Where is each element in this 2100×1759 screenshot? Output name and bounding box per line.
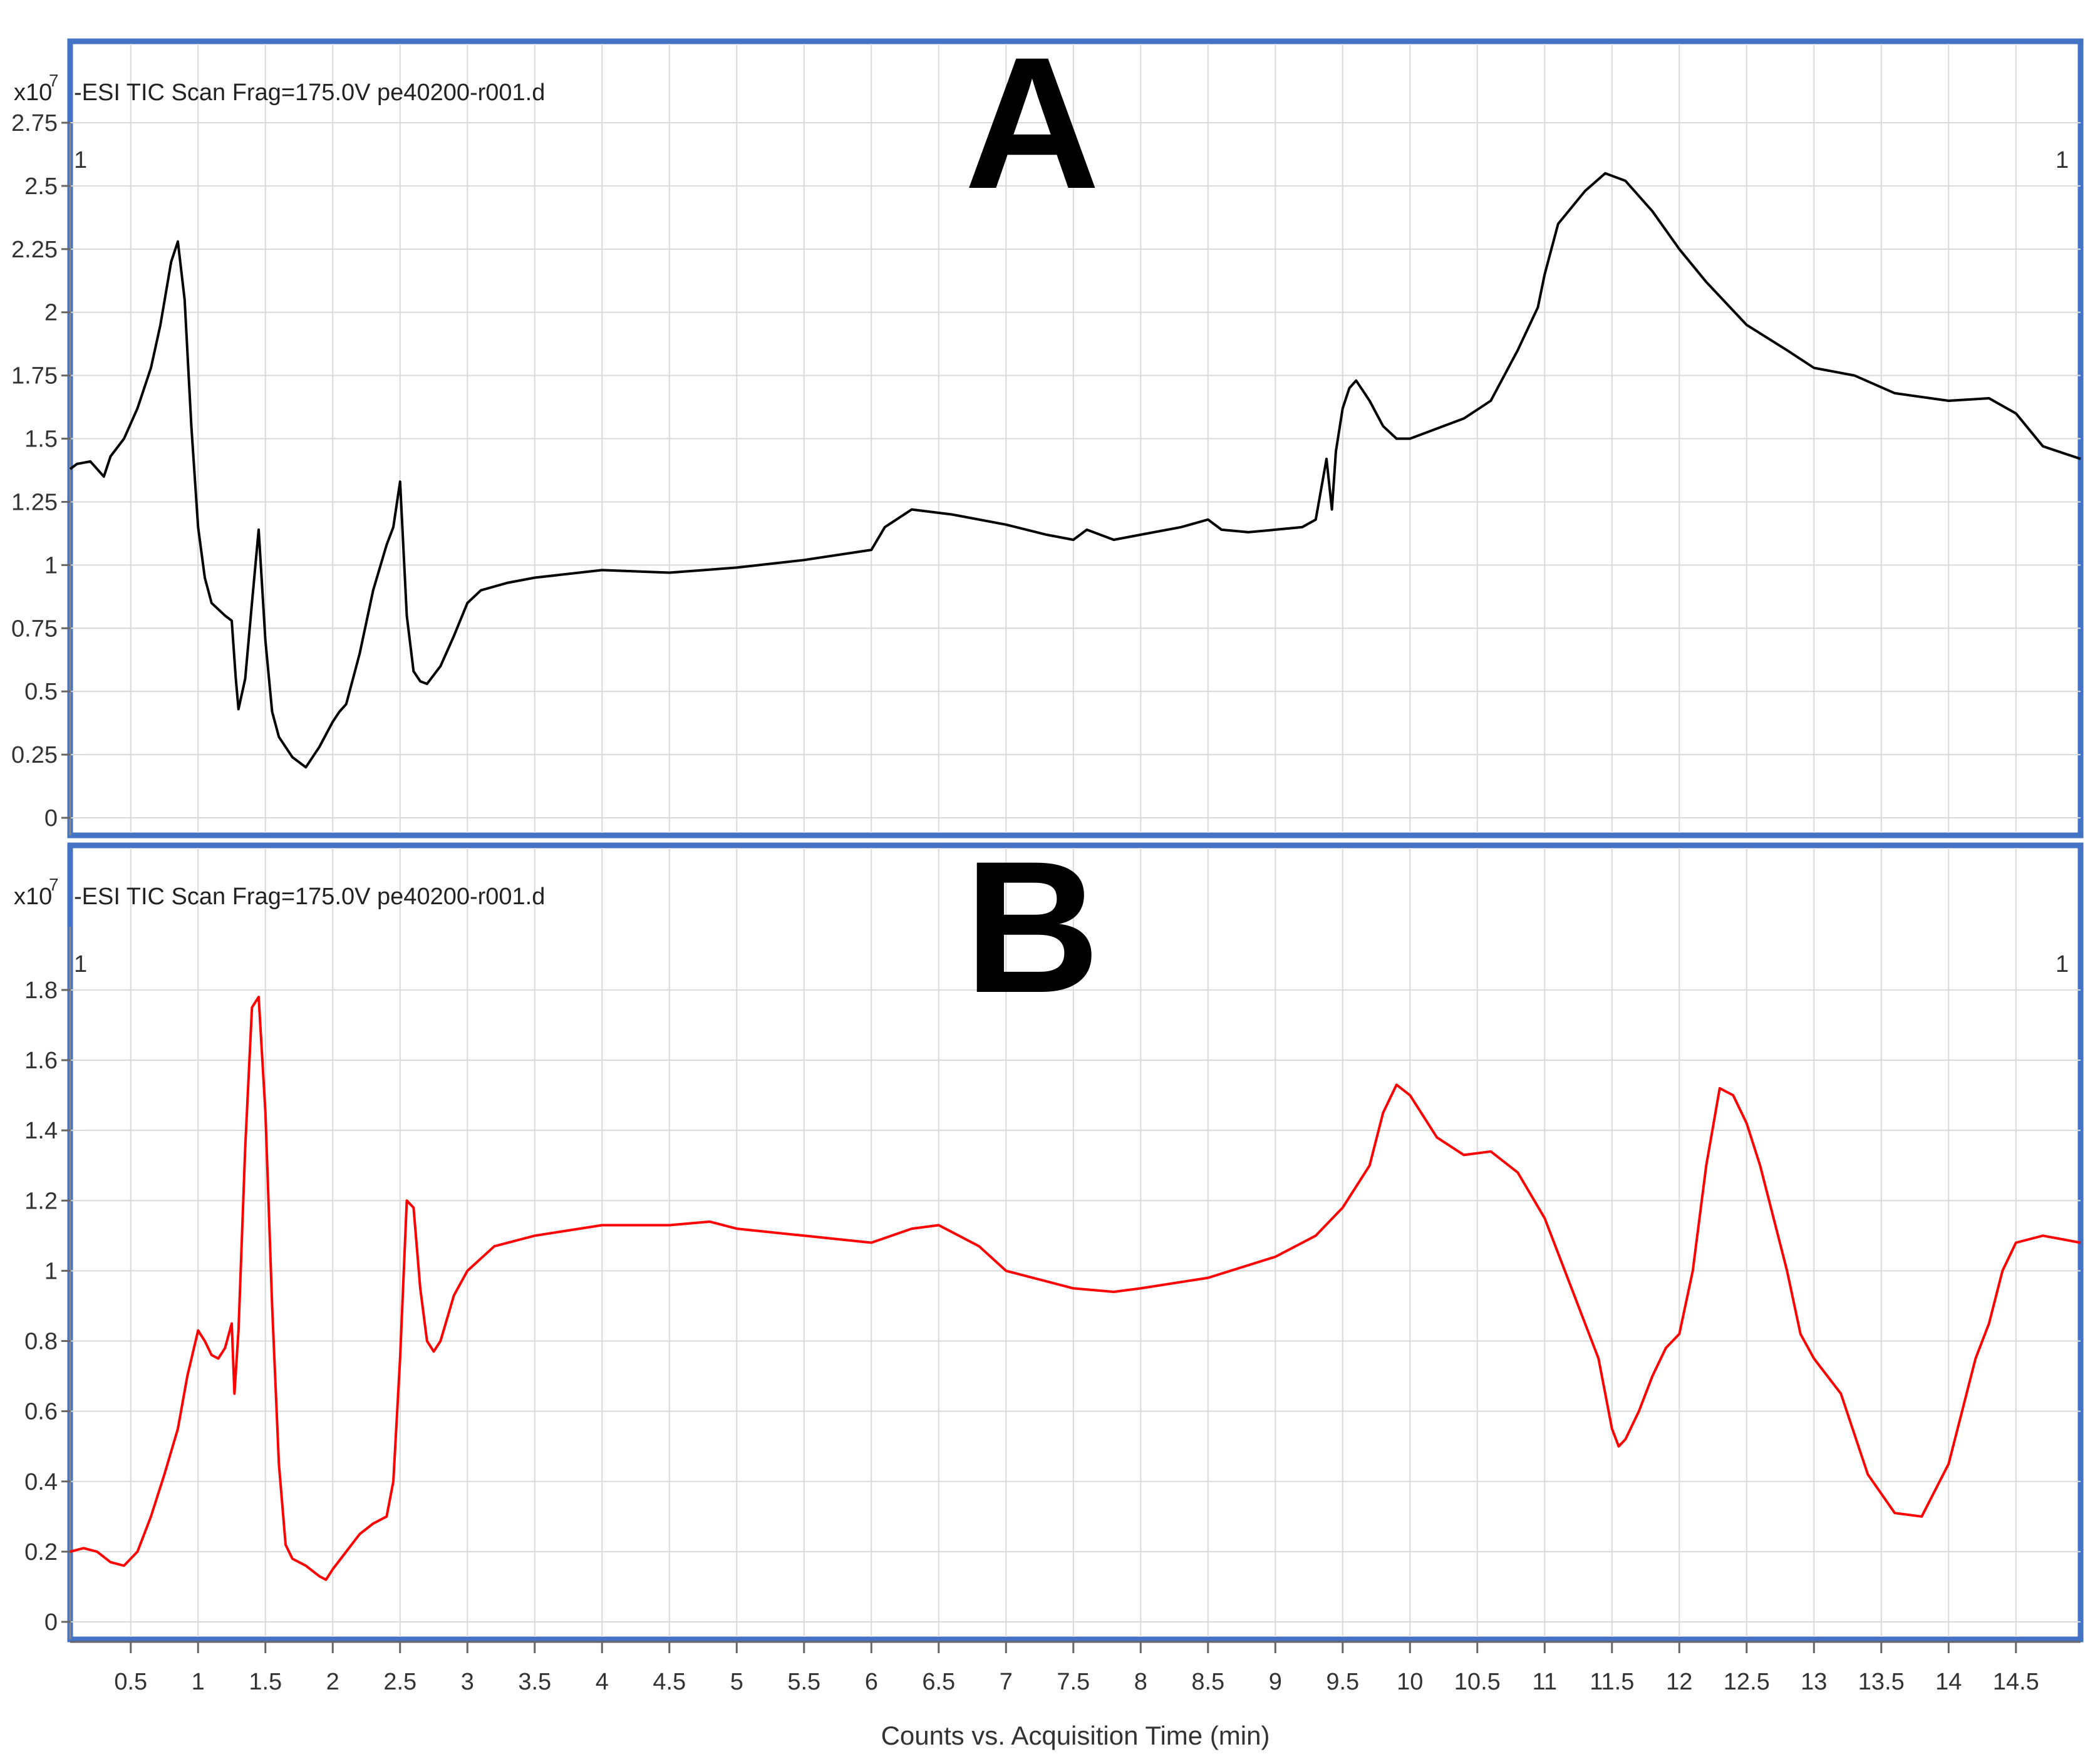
panel-a-y-ticks: 0 0.25 0.5 0.75 1 1.25 1.5 1.75 2 2.25 2.5 2.75 bbox=[11, 110, 70, 832]
panel-b-y-ticks: 0 0.2 0.4 0.6 0.8 1 1.2 1.4 1.6 1.8 bbox=[24, 978, 70, 1636]
panel-a-y-exponent: 7 bbox=[49, 71, 59, 90]
y-tick-label: 2.75 bbox=[11, 110, 58, 137]
x-tick-label: 6 bbox=[865, 1669, 878, 1695]
y-tick-label: 1 bbox=[44, 1258, 58, 1284]
x-tick-label: 10.5 bbox=[1454, 1669, 1501, 1695]
x-axis-ticks: 0.5 1 1.5 2 2.5 3 3.5 4 4.5 5 5.5 6 6.5 7 7.5 8 8.5 9 9.5 1… bbox=[70, 1641, 2081, 1695]
panel-a-series-line bbox=[69, 172, 2081, 769]
y-tick-label: 0 bbox=[44, 1609, 58, 1636]
y-tick-label: 0.4 bbox=[24, 1469, 58, 1495]
y-tick-label: 0.25 bbox=[11, 742, 58, 768]
x-tick-label: 4 bbox=[596, 1669, 609, 1695]
y-tick-label: 1.4 bbox=[24, 1118, 58, 1144]
panel-b-series-line bbox=[70, 996, 2081, 1581]
x-tick-label: 11 bbox=[1533, 1669, 1557, 1695]
x-tick-label: 3 bbox=[461, 1669, 474, 1695]
panel-b: 0 0.2 0.4 0.6 0.8 1 1.2 1.4 1.6 1.8 x10 7 -ESI TI… bbox=[14, 822, 2084, 1643]
panel-a-letter: A bbox=[965, 18, 1100, 228]
x-tick-label: 0.5 bbox=[114, 1669, 147, 1695]
y-tick-label: 1.25 bbox=[11, 489, 58, 515]
panel-b-marker-left: 1 bbox=[74, 951, 87, 978]
y-tick-label: 1.75 bbox=[11, 363, 58, 389]
x-tick-label: 3.5 bbox=[518, 1669, 551, 1695]
panel-a: 0 0.25 0.5 0.75 1 1.25 1.5 1.75 2 2.25 2.5 2.75 x10… bbox=[11, 18, 2084, 838]
panel-a-grid bbox=[70, 44, 2081, 833]
y-tick-label: 0.5 bbox=[24, 679, 58, 705]
panel-a-marker-left: 1 bbox=[74, 147, 87, 173]
x-tick-label: 5 bbox=[730, 1669, 743, 1695]
y-tick-label: 0.2 bbox=[24, 1539, 58, 1566]
x-tick-label: 14.5 bbox=[1993, 1669, 2039, 1695]
x-tick-label: 12 bbox=[1666, 1669, 1692, 1695]
y-tick-label: 1.6 bbox=[24, 1048, 58, 1074]
x-tick-label: 11.5 bbox=[1590, 1669, 1634, 1695]
x-tick-label: 7.5 bbox=[1057, 1669, 1090, 1695]
x-tick-label: 13 bbox=[1801, 1669, 1827, 1695]
x-tick-label: 4.5 bbox=[653, 1669, 686, 1695]
x-tick-label: 9.5 bbox=[1326, 1669, 1359, 1695]
panel-b-y-multiplier: x10 bbox=[14, 884, 52, 910]
x-tick-label: 14 bbox=[1935, 1669, 1962, 1695]
panel-b-title: -ESI TIC Scan Frag=175.0V pe40200-r001.d bbox=[74, 884, 545, 910]
x-tick-label: 5.5 bbox=[787, 1669, 820, 1695]
panel-b-y-exponent: 7 bbox=[49, 875, 59, 894]
x-tick-label: 12.5 bbox=[1724, 1669, 1770, 1695]
x-tick-label: 6.5 bbox=[922, 1669, 955, 1695]
x-tick-label: 9 bbox=[1269, 1669, 1282, 1695]
y-tick-label: 2.25 bbox=[11, 237, 58, 263]
panel-b-letter: B bbox=[965, 822, 1100, 1032]
panel-a-y-multiplier: x10 bbox=[14, 80, 52, 106]
panel-b-grid bbox=[70, 848, 2081, 1637]
y-tick-label: 0.8 bbox=[24, 1329, 58, 1355]
x-tick-label: 1.5 bbox=[249, 1669, 282, 1695]
x-tick-label: 13.5 bbox=[1858, 1669, 1905, 1695]
y-tick-label: 0.75 bbox=[11, 616, 58, 642]
y-tick-label: 1.2 bbox=[24, 1188, 58, 1214]
y-tick-label: 2.5 bbox=[24, 173, 58, 200]
y-tick-label: 1.5 bbox=[24, 426, 58, 453]
panel-b-marker-right: 1 bbox=[2056, 951, 2069, 978]
y-tick-label: 2 bbox=[44, 300, 58, 326]
x-tick-label: 1 bbox=[192, 1669, 205, 1695]
x-tick-label: 7 bbox=[1000, 1669, 1013, 1695]
y-tick-label: 1 bbox=[44, 552, 58, 579]
y-tick-label: 0.6 bbox=[24, 1399, 58, 1425]
x-tick-label: 8.5 bbox=[1191, 1669, 1224, 1695]
x-axis-label: Counts vs. Acquisition Time (min) bbox=[881, 1721, 1270, 1750]
x-tick-label: 8 bbox=[1134, 1669, 1147, 1695]
x-tick-label: 2.5 bbox=[383, 1669, 416, 1695]
x-tick-label: 2 bbox=[326, 1669, 339, 1695]
y-tick-label: 0 bbox=[44, 805, 58, 832]
panel-a-title: -ESI TIC Scan Frag=175.0V pe40200-r001.d bbox=[74, 80, 545, 106]
x-tick-label: 10 bbox=[1397, 1669, 1423, 1695]
panel-a-marker-right: 1 bbox=[2056, 147, 2069, 173]
y-tick-label: 1.8 bbox=[24, 978, 58, 1004]
